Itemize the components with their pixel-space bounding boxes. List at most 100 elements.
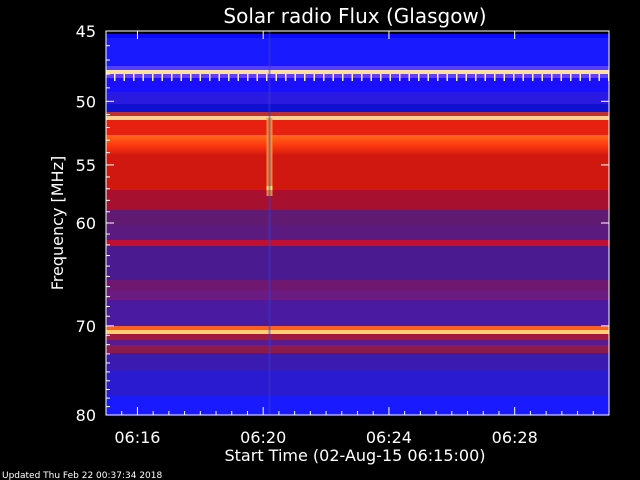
pulse-43 <box>522 74 524 81</box>
band-23 <box>106 330 609 334</box>
pulse-12 <box>228 74 230 81</box>
band-4 <box>106 70 609 74</box>
pulse-41 <box>503 74 505 81</box>
y-tick-label-4: 70 <box>76 317 96 336</box>
band-17 <box>106 240 609 246</box>
pulse-18 <box>285 74 287 81</box>
y-tick-labels: 45 50 55 60 70 80 <box>76 22 96 425</box>
band-27 <box>106 353 609 370</box>
pulse-50 <box>589 74 591 81</box>
band-26 <box>106 345 609 353</box>
pulse-22 <box>323 74 325 81</box>
pulse-47 <box>560 74 562 81</box>
pulse-27 <box>370 74 372 81</box>
pulse-11 <box>218 74 220 81</box>
pulse-20 <box>304 74 306 81</box>
band-20 <box>106 290 609 300</box>
chart-title: Solar radio Flux (Glasgow) <box>223 4 486 28</box>
pulse-42 <box>513 74 515 81</box>
pulse-0 <box>114 74 116 81</box>
pulse-29 <box>389 74 391 81</box>
pulse-46 <box>551 74 553 81</box>
band-8 <box>106 104 609 112</box>
band-28 <box>106 370 609 395</box>
pulse-23 <box>332 74 334 81</box>
pulse-36 <box>456 74 458 81</box>
x-tick-label-3: 06:28 <box>492 428 538 447</box>
pulse-51 <box>598 74 600 81</box>
pulse-37 <box>465 74 467 81</box>
x-tick-label-2: 06:24 <box>366 428 412 447</box>
band-0 <box>106 31 609 34</box>
band-10 <box>106 116 609 120</box>
band-16 <box>106 225 609 240</box>
band-29 <box>106 395 609 415</box>
pulse-2 <box>133 74 135 81</box>
pulse-30 <box>399 74 401 81</box>
band-21 <box>106 300 609 326</box>
pulse-14 <box>247 74 249 81</box>
frequency-bands <box>106 31 610 415</box>
pulse-34 <box>437 74 439 81</box>
pulse-44 <box>532 74 534 81</box>
pulse-39 <box>484 74 486 81</box>
band-11 <box>106 120 609 135</box>
x-tick-labels: 06:16 06:20 06:24 06:28 <box>114 428 537 447</box>
band-15 <box>106 210 609 225</box>
band-1 <box>106 34 609 38</box>
pulse-38 <box>475 74 477 81</box>
pulse-28 <box>380 74 382 81</box>
pulse-26 <box>361 74 363 81</box>
pulse-3 <box>142 74 144 81</box>
band-18 <box>106 246 609 280</box>
band-12 <box>106 135 609 155</box>
pulse-31 <box>408 74 410 81</box>
pulse-10 <box>209 74 211 81</box>
band-19 <box>106 280 609 290</box>
pulse-7 <box>180 74 182 81</box>
pulse-33 <box>427 74 429 81</box>
plot-frame <box>105 30 610 416</box>
y-tick-label-2: 55 <box>76 156 96 175</box>
pulse-24 <box>342 74 344 81</box>
pulse-25 <box>351 74 353 81</box>
band-14 <box>106 190 609 210</box>
band-24 <box>106 334 609 340</box>
y-tick-label-3: 60 <box>76 214 96 233</box>
pulse-4 <box>152 74 154 81</box>
band-6 <box>106 78 609 92</box>
pulse-1 <box>123 74 125 81</box>
burst-trace <box>268 31 271 415</box>
band-13 <box>106 155 609 190</box>
pulse-17 <box>275 74 277 81</box>
pulse-45 <box>541 74 543 81</box>
pulse-40 <box>494 74 496 81</box>
band-5 <box>106 74 609 78</box>
pulse-49 <box>579 74 581 81</box>
pulse-32 <box>418 74 420 81</box>
pulse-19 <box>294 74 296 81</box>
band-9 <box>106 112 609 116</box>
x-axis-label: Start Time (02-Aug-15 06:15:00) <box>225 446 486 465</box>
updated-footer: Updated Thu Feb 22 00:37:34 2018 <box>2 471 163 480</box>
pulse-6 <box>171 74 173 81</box>
y-tick-label-0: 45 <box>76 22 96 41</box>
plot-area <box>105 30 610 416</box>
band-3 <box>106 66 609 70</box>
band-7 <box>106 92 609 104</box>
pulse-9 <box>199 74 201 81</box>
pulse-5 <box>161 74 163 81</box>
band-22 <box>106 326 609 330</box>
pulse-35 <box>446 74 448 81</box>
pulse-8 <box>190 74 192 81</box>
pulse-15 <box>256 74 258 81</box>
pulse-48 <box>570 74 572 81</box>
pulse-16 <box>266 74 268 81</box>
band-2 <box>106 38 609 66</box>
y-tick-label-1: 50 <box>76 92 96 111</box>
band-25 <box>106 340 609 345</box>
x-tick-label-0: 06:16 <box>114 428 160 447</box>
pulse-21 <box>313 74 315 81</box>
y-tick-label-5: 80 <box>76 406 96 425</box>
